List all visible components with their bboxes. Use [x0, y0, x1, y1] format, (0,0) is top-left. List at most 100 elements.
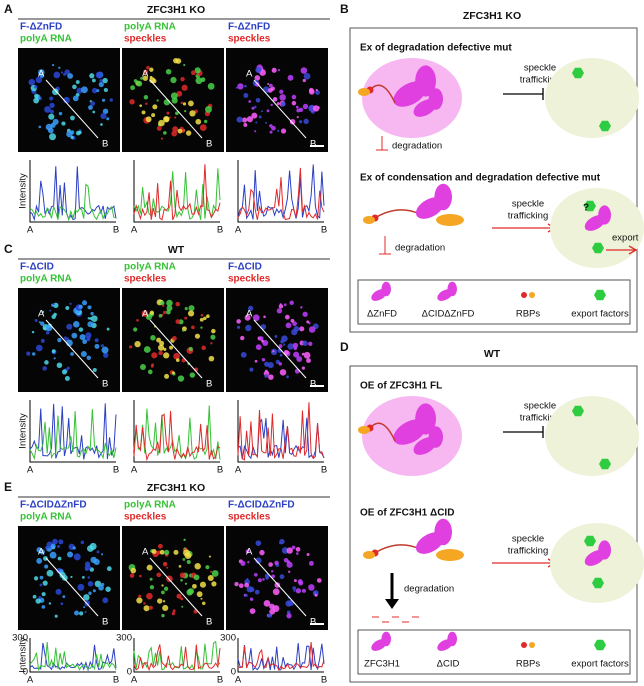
- speckle-dot: [138, 594, 142, 598]
- speckle-dot: [136, 597, 143, 604]
- speckle-dot: [85, 332, 92, 339]
- speckle-dot: [264, 573, 270, 579]
- channel-label: speckles: [124, 512, 167, 523]
- channel-label: speckles: [228, 512, 271, 523]
- speckle-dot: [302, 311, 308, 317]
- arrow-label: trafficking: [520, 413, 560, 424]
- speckle-dot: [32, 594, 37, 599]
- export-factor: [594, 289, 606, 301]
- scan-start: A: [38, 547, 45, 558]
- speckle-dot: [146, 564, 153, 571]
- speckle-dot: [306, 552, 310, 556]
- channel-label: polyA RNA: [124, 262, 176, 273]
- speckle-dot: [76, 87, 83, 94]
- speckle-dot: [185, 130, 192, 136]
- speckle-dot: [53, 71, 61, 79]
- speckle-dot: [41, 592, 46, 597]
- speckle-dot: [278, 304, 284, 309]
- speckle-dot: [44, 106, 51, 113]
- speckle-dot: [210, 570, 213, 573]
- scan-start: A: [142, 309, 149, 320]
- channel-label: F-ΔZnFD: [20, 22, 62, 33]
- legend-label: ΔCIDΔZnFD: [422, 309, 475, 320]
- speckle-dot: [175, 111, 179, 116]
- speckle-dot: [156, 337, 162, 343]
- speckle-dot: [286, 375, 289, 379]
- y-tick-label: 0: [23, 667, 28, 678]
- export-factor: [584, 535, 596, 547]
- speckle-dot: [46, 569, 54, 577]
- speckle-dot: [57, 337, 62, 343]
- scan-end: B: [102, 617, 108, 628]
- speckle-dot: [45, 324, 53, 332]
- speckle-dot: [187, 588, 195, 595]
- speckle-dot: [156, 125, 162, 131]
- plot-x-label: A: [235, 675, 242, 686]
- speckle-dot: [291, 100, 297, 106]
- speckle-dot: [129, 345, 133, 349]
- speckle-dot: [72, 546, 76, 550]
- protein: [598, 205, 611, 225]
- speckle-dot: [51, 349, 56, 354]
- rbp: [363, 216, 375, 224]
- plot-x-label: B: [113, 225, 119, 236]
- scan-end: B: [310, 617, 316, 628]
- speckle-dot: [136, 80, 143, 87]
- protein: [447, 281, 458, 297]
- speckle-dot: [274, 582, 281, 588]
- speckle-dot: [271, 574, 275, 579]
- speckle-dot: [269, 130, 273, 134]
- speckle-dot: [180, 597, 184, 601]
- speckle-dot: [293, 346, 297, 351]
- speckle-dot: [86, 337, 91, 342]
- speckle-dot: [160, 300, 165, 306]
- speckle-dot: [42, 326, 46, 331]
- speckle-dot: [264, 369, 268, 373]
- scan-start: A: [246, 309, 253, 320]
- speckle-dot: [79, 334, 86, 341]
- speckle-dot: [255, 540, 262, 546]
- speckle-dot: [101, 553, 104, 556]
- speckle-dot: [184, 316, 188, 320]
- speckle-dot: [268, 83, 273, 88]
- intensity-trace: [133, 640, 221, 672]
- channel-label: polyA RNA: [124, 22, 176, 33]
- plot-x-label: A: [27, 675, 34, 686]
- speckle-dot: [269, 608, 276, 615]
- intensity-trace: [237, 167, 325, 221]
- speckle-dot: [28, 78, 36, 86]
- speckle-dot: [92, 78, 96, 83]
- export-factor: [599, 120, 611, 132]
- speckle-dot: [105, 586, 111, 592]
- y-tick-label: 300: [12, 633, 28, 644]
- speckle-dot: [44, 360, 49, 365]
- speckle-dot: [173, 549, 179, 555]
- speckle-dot: [237, 83, 244, 90]
- protein: [447, 631, 458, 647]
- speckle-dot: [246, 116, 253, 123]
- speckle-dot: [249, 586, 255, 593]
- speckle-dot: [143, 602, 146, 605]
- speckle-dot: [149, 310, 155, 315]
- speckle-dot: [200, 326, 203, 329]
- speckle-dot: [92, 589, 96, 593]
- speckle-dot: [129, 99, 135, 105]
- speckle-dot: [48, 602, 52, 605]
- speckle-dot: [294, 368, 300, 374]
- speckle-dot: [39, 575, 44, 580]
- speckle-dot: [279, 89, 284, 94]
- panel-label: D: [340, 340, 349, 354]
- speckle-dot: [53, 357, 56, 360]
- speckle-dot: [277, 129, 280, 133]
- speckle-dot: [48, 113, 55, 120]
- speckle-dot: [254, 130, 257, 133]
- micrograph: [18, 526, 120, 630]
- speckle-dot: [57, 545, 60, 548]
- speckle-dot: [62, 595, 66, 599]
- y-tick-label: 0: [231, 667, 236, 678]
- speckle-dot: [236, 116, 243, 123]
- scan-start: A: [142, 69, 149, 80]
- legend-label: export factors: [571, 309, 629, 320]
- speckle-dot: [293, 589, 296, 592]
- speckle-dot: [259, 336, 264, 341]
